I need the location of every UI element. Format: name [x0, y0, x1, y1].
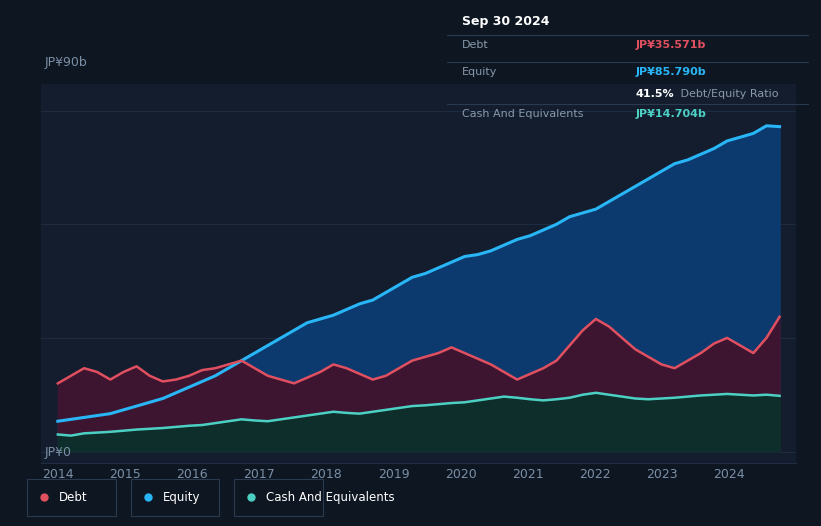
Text: Debt: Debt: [462, 40, 488, 50]
Text: JP¥35.571b: JP¥35.571b: [635, 40, 706, 50]
Text: Cash And Equivalents: Cash And Equivalents: [462, 109, 584, 119]
Text: Debt: Debt: [59, 491, 88, 503]
Text: JP¥90b: JP¥90b: [45, 56, 88, 69]
Text: JP¥0: JP¥0: [45, 446, 71, 459]
Text: JP¥85.790b: JP¥85.790b: [635, 67, 706, 77]
Text: 41.5%: 41.5%: [635, 89, 674, 99]
Text: Sep 30 2024: Sep 30 2024: [462, 15, 549, 28]
Text: Debt/Equity Ratio: Debt/Equity Ratio: [677, 89, 778, 99]
Text: Equity: Equity: [462, 67, 498, 77]
FancyBboxPatch shape: [131, 479, 219, 516]
FancyBboxPatch shape: [234, 479, 323, 516]
Text: Equity: Equity: [163, 491, 200, 503]
Text: JP¥14.704b: JP¥14.704b: [635, 109, 706, 119]
Text: Cash And Equivalents: Cash And Equivalents: [266, 491, 395, 503]
FancyBboxPatch shape: [27, 479, 116, 516]
